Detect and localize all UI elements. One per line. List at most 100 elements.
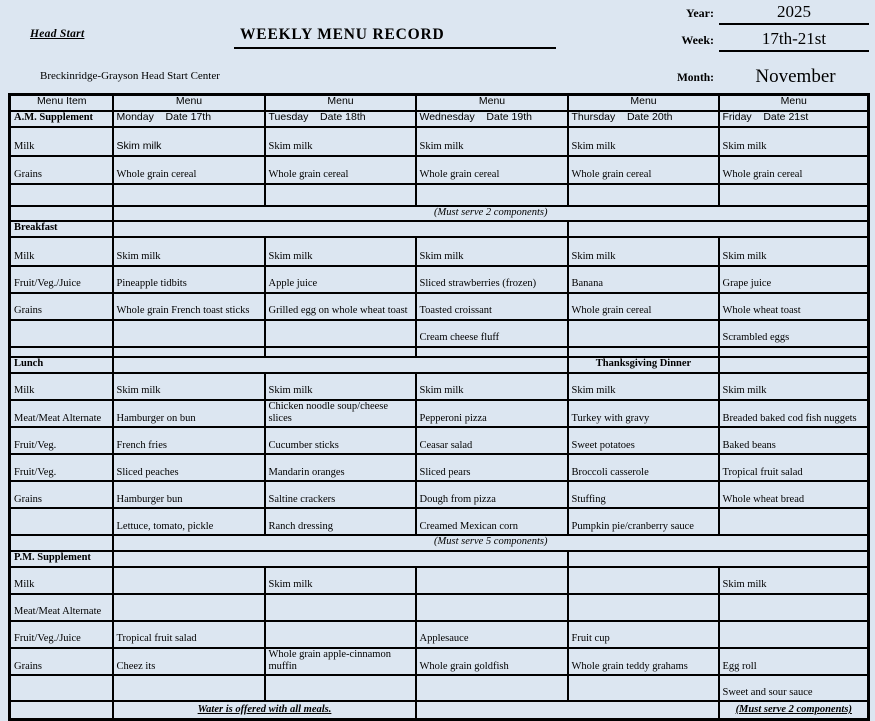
year-label: Year: [686,6,714,20]
table-row: Breakfast [8,220,870,238]
menu-cell: Whole grain cereal [414,154,569,185]
table-row: Milk Skim milk Skim milk Skim milk Skim milk… [8,125,870,157]
column-header-cell: Menu [263,93,417,112]
day-header-cell: Friday Date 21st [717,109,870,128]
table-row: (Must serve 2 components) [8,204,870,223]
menu-cell: Chicken noodle soup/cheese slices [263,398,417,429]
menu-cell: Lettuce, tomato, pickle [111,507,266,537]
menu-cell: Grilled egg on whole wheat toast [263,292,417,321]
menu-cell: Skim milk [263,371,417,401]
menu-cell: Cucumber sticks [263,426,417,456]
menu-cell: Skim milk [111,125,266,157]
menu-cell: Hamburger bun [111,480,266,510]
empty-cell [8,534,114,552]
page-header: Head Start WEEKLY MENU RECORD Breckinrid… [0,0,875,93]
menu-cell: Skim milk [566,236,720,267]
empty-cell [8,346,114,358]
table-row: Fruit/Veg./Juice Pineapple tidbits Apple j… [8,265,870,294]
section-header-cell: P.M. Supplement [8,550,114,568]
thanksgiving-header-cell: Thanksgiving Dinner [566,356,720,374]
year-value: 2025 [719,2,869,25]
empty-cell [8,674,114,703]
center-name: Breckinridge-Grayson Head Start Center [40,70,220,82]
menu-cell: Toasted croissant [414,292,569,321]
menu-cell: Turkey with gravy [566,398,720,429]
table-row: Milk Skim milk Skim milk Skim milk Skim milk… [8,236,870,267]
table-row: A.M. Supplement Monday Date 17th Tuesday D… [8,109,870,128]
day-header-cell: Tuesday Date 18th [263,109,417,128]
table-row: Fruit/Veg. Sliced peaches Mandarin oranges… [8,453,870,483]
table-row: Lunch Thanksgiving Dinner [8,356,870,374]
empty-cell [111,356,569,374]
menu-cell: Pumpkin pie/cranberry sauce [566,507,720,537]
menu-cell: Saltine crackers [263,480,417,510]
table-row [8,346,870,358]
row-label-cell: Milk [8,371,114,401]
menu-cell: Apple juice [263,265,417,294]
table-row: P.M. Supplement [8,550,870,568]
table-row: Grains Whole grain cereal Whole grain cere… [8,154,870,185]
empty-cell [263,319,417,348]
empty-cell [566,592,720,622]
table-row: Milk Skim milk Skim milk [8,565,870,595]
empty-cell [111,674,266,703]
menu-cell: Creamed Mexican corn [414,507,569,537]
menu-cell: Applesauce [414,619,569,649]
empty-cell [414,346,569,358]
table-row: Grains Hamburger bun Saltine crackers Dough… [8,480,870,510]
menu-cell: Skim milk [414,125,569,157]
empty-cell [566,319,720,348]
empty-cell [111,182,266,207]
menu-cell: Whole grain cereal [566,154,720,185]
day-header-cell: Thursday Date 20th [566,109,720,128]
weekly-menu-table: Menu Item Menu Menu Menu Menu Menu A.M. Supple… [8,93,870,721]
table-row: Milk Skim milk Skim milk Skim milk Skim milk… [8,371,870,401]
menu-cell: Whole grain cereal [566,292,720,321]
row-label-cell: Grains [8,480,114,510]
menu-cell: Fruit cup [566,619,720,649]
menu-cell: Whole grain cereal [717,154,870,185]
empty-cell [111,592,266,622]
empty-cell [111,220,569,238]
section-header-cell: Breakfast [8,220,114,238]
menu-cell: Pepperoni pizza [414,398,569,429]
menu-cell: French fries [111,426,266,456]
menu-cell: Sweet potatoes [566,426,720,456]
empty-cell [111,319,266,348]
menu-cell: Grape juice [717,265,870,294]
empty-cell [566,565,720,595]
menu-cell: Banana [566,265,720,294]
menu-cell: Dough from pizza [414,480,569,510]
menu-cell: Whole wheat toast [717,292,870,321]
menu-cell: Mandarin oranges [263,453,417,483]
row-label-cell: Fruit/Veg. [8,453,114,483]
menu-cell: Sweet and sour sauce [717,674,870,703]
row-label-cell: Milk [8,125,114,157]
menu-cell: Skim milk [111,236,266,267]
day-header-cell: Monday Date 17th [111,109,266,128]
empty-cell [566,550,870,568]
week-label: Week: [681,33,714,47]
empty-cell [566,674,720,703]
menu-cell: Scrambled eggs [717,319,870,348]
column-header-cell: Menu [111,93,266,112]
empty-cell [566,220,870,238]
menu-cell: Hamburger on bun [111,398,266,429]
empty-cell [566,346,720,358]
column-header-cell: Menu [717,93,870,112]
menu-cell: Whole grain cereal [111,154,266,185]
empty-cell [8,507,114,537]
table-row: Meat/Meat Alternate [8,592,870,622]
empty-cell [414,182,569,207]
row-label-cell: Grains [8,292,114,321]
menu-cell: Skim milk [414,371,569,401]
page-title: WEEKLY MENU RECORD [234,26,557,49]
table-row: Sweet and sour sauce [8,674,870,703]
menu-cell: Tropical fruit salad [717,453,870,483]
menu-cell: Sliced peaches [111,453,266,483]
table-row: Fruit/Veg. French fries Cucumber sticks Cea… [8,426,870,456]
day-header-cell: Wednesday Date 19th [414,109,569,128]
row-label-cell: Milk [8,236,114,267]
column-header-cell: Menu [566,93,720,112]
table-row: Cream cheese fluff Scrambled eggs [8,319,870,348]
